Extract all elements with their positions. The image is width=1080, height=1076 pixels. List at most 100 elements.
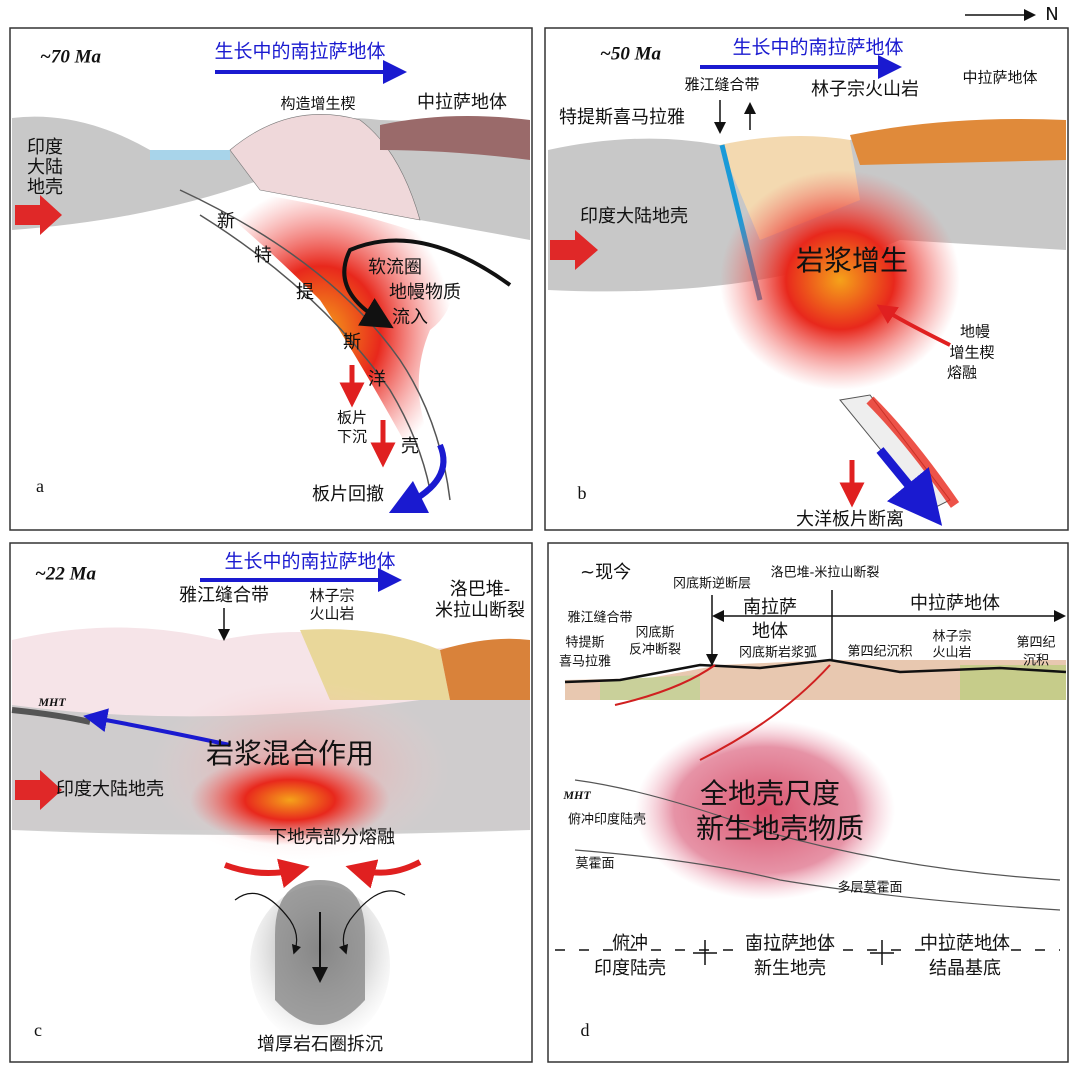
label: c — [34, 1020, 42, 1040]
shape — [380, 116, 530, 160]
label: 板片回撤 — [312, 484, 384, 505]
shape — [83, 708, 231, 747]
label: 反冲断裂 — [629, 643, 681, 658]
shape — [150, 150, 230, 160]
shape — [338, 890, 406, 955]
label: a — [36, 476, 44, 496]
label: 下地壳部分熔融 — [269, 827, 395, 848]
label: 大洋板片断离 — [796, 509, 904, 530]
label: 新生地壳物质 — [696, 812, 864, 845]
label: 冈底斯 — [635, 625, 674, 641]
label: 壳 — [401, 436, 419, 457]
label: 林子宗 — [309, 587, 354, 605]
label: b — [578, 483, 587, 503]
label: ~22 Ma — [35, 563, 96, 584]
label: 特提斯 — [565, 635, 604, 651]
label: 岩浆混合作用 — [206, 737, 374, 770]
label: 印度大陆地壳 — [56, 779, 164, 800]
label: 第四纪沉积 — [847, 645, 912, 660]
label: 新 — [217, 211, 235, 232]
shape — [15, 770, 62, 810]
label: 冈底斯逆断层 — [673, 576, 751, 592]
label: 结晶基底 — [929, 958, 1001, 979]
label: 洋 — [368, 369, 386, 390]
shape — [234, 892, 302, 955]
shape — [876, 304, 951, 347]
label: 地幔物质 — [389, 282, 461, 303]
shape — [199, 214, 431, 491]
shape — [866, 396, 960, 508]
label: 米拉山断裂 — [435, 600, 525, 621]
label: 地壳 — [27, 177, 63, 198]
panel-c: ~22 Ma 生长中的南拉萨地体 雅江缝合带 林子宗 火山岩 洛巴堆- 米拉山断… — [9, 542, 533, 1063]
label: 喜马拉雅 — [559, 655, 611, 670]
label: 雅江缝合带 — [684, 76, 759, 94]
label: 全地壳尺度 — [700, 777, 840, 810]
label: 特 — [254, 245, 272, 266]
shape — [564, 658, 1067, 684]
label: 地幔 — [960, 323, 990, 341]
shape — [190, 185, 453, 480]
shape — [440, 638, 530, 700]
label: 增生楔 — [949, 344, 994, 362]
label: 构造增生楔 — [280, 95, 355, 113]
label: 莫霍面 — [575, 857, 614, 872]
label: 生长中的南拉萨地体 — [732, 37, 903, 59]
label: 火山岩 — [932, 646, 971, 661]
label: 中拉萨地体 — [962, 69, 1037, 87]
label: MHT — [37, 695, 66, 709]
label: 冈底斯岩浆弧 — [739, 645, 817, 661]
label: 流入 — [392, 307, 428, 328]
label: 中拉萨地体 — [417, 92, 507, 113]
panel-b: ~50 Ma 生长中的南拉萨地体 雅江缝合带 林子宗火山岩 中拉萨地体 特提斯喜… — [544, 27, 1069, 531]
label: 印度大陆地壳 — [580, 206, 688, 227]
label: 中拉萨地体 — [910, 593, 1000, 614]
arrow — [876, 447, 943, 526]
shape — [342, 238, 512, 329]
label: 斯 — [343, 332, 361, 353]
label: 岩浆增生 — [796, 244, 908, 277]
label: 第四纪 — [1016, 636, 1055, 651]
label: 生长中的南拉萨地体 — [214, 41, 385, 63]
shape — [850, 119, 1066, 165]
label: 洛巴堆-米拉山断裂 — [771, 566, 880, 581]
shape — [223, 858, 310, 888]
shape — [179, 189, 451, 501]
shape — [720, 170, 960, 390]
label: 熔融 — [947, 364, 977, 382]
label: 地体 — [752, 621, 788, 642]
shape — [15, 195, 62, 235]
shape — [600, 675, 700, 700]
label: 南拉萨地体 — [745, 933, 835, 954]
label: 俯冲印度陆壳 — [568, 812, 646, 828]
shape — [388, 443, 447, 514]
shape — [574, 779, 1061, 881]
label: 软流圈 — [368, 257, 422, 278]
shape — [635, 720, 895, 900]
label: 雅江缝合带 — [567, 611, 632, 626]
shape — [300, 629, 450, 700]
shape — [693, 940, 894, 965]
shape — [229, 114, 421, 221]
label: 大陆 — [27, 157, 63, 178]
label: 生长中的南拉萨地体 — [224, 551, 395, 573]
shape — [345, 859, 422, 889]
shape — [190, 755, 390, 845]
label: 新生地壳 — [754, 958, 826, 979]
label: 南拉萨 — [743, 597, 797, 618]
label: 洛巴堆- — [450, 579, 511, 600]
label: 火山岩 — [309, 605, 354, 623]
label: 林子宗火山岩 — [811, 79, 919, 100]
label: 俯冲 — [612, 933, 648, 954]
shape — [960, 665, 1066, 700]
label: ~现今 — [580, 562, 631, 583]
label: 中拉萨地体 — [920, 933, 1010, 954]
label: d — [581, 1020, 590, 1040]
label: MHT — [562, 788, 591, 802]
label: 雅江缝合带 — [179, 585, 269, 606]
label: 提 — [296, 282, 314, 303]
label: 板片 — [337, 409, 367, 427]
label: 下沉 — [337, 428, 367, 446]
